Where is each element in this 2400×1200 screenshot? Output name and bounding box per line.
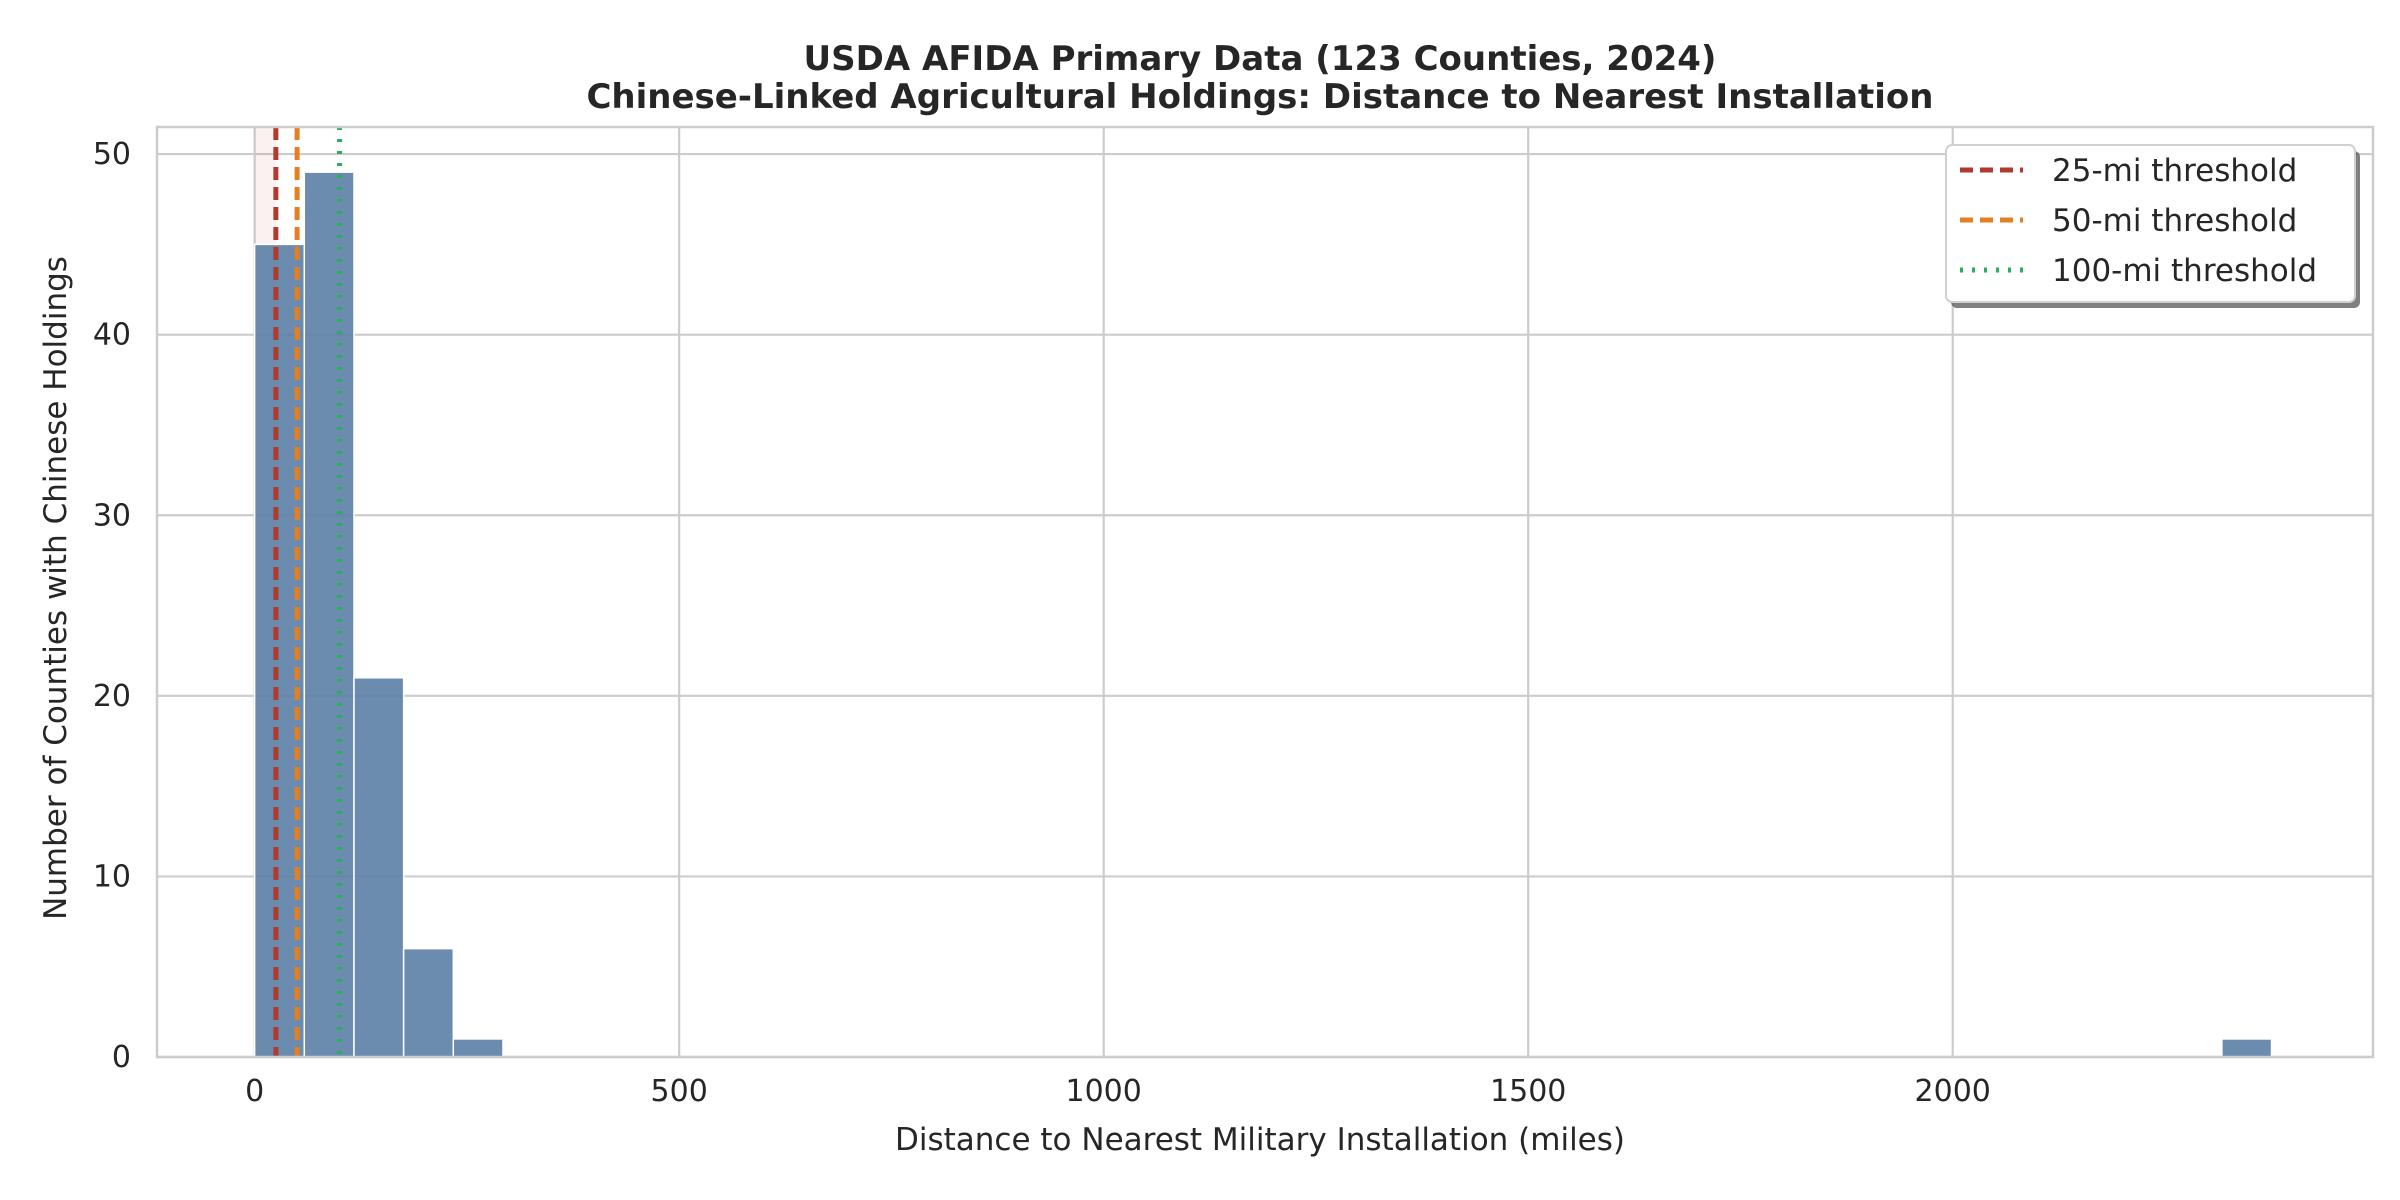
histogram-bar-3 <box>402 947 455 1058</box>
y-tick-label-2: 20 <box>93 679 131 714</box>
plot-frame <box>155 125 2375 1059</box>
x-tick-label-3: 1500 <box>1490 1074 1566 1109</box>
threshold-lines <box>273 127 343 1057</box>
x-tick-label-1: 500 <box>651 1074 708 1109</box>
y-tick-label-5: 50 <box>93 137 131 172</box>
legend-label-2: 100-mi threshold <box>2052 253 2317 289</box>
histogram-bar-1 <box>303 171 355 1058</box>
y-tick-label-1: 10 <box>93 859 131 894</box>
y-tick-label-4: 40 <box>93 318 131 353</box>
y-tick-label-3: 30 <box>93 498 131 533</box>
y-tick-labels: 0 10 20 30 40 50 <box>93 137 131 1075</box>
legend-label-0: 25-mi threshold <box>2052 153 2297 189</box>
x-tick-labels: 0 500 1000 1500 2000 <box>245 1074 1991 1109</box>
histogram-bar-4 <box>452 1038 504 1058</box>
y-tick-label-0: 0 <box>112 1040 131 1075</box>
x-tick-label-2: 1000 <box>1066 1074 1142 1109</box>
y-axis-label: Number of Counties with Chinese Holdings <box>38 256 74 920</box>
legend: 25-mi threshold 50-mi threshold 100-mi thr… <box>1945 144 2360 308</box>
x-tick-label-0: 0 <box>245 1074 264 1109</box>
histogram-bar-2 <box>353 677 405 1058</box>
chart-subtitle: Chinese-Linked Agricultural Holdings: Di… <box>586 77 1933 117</box>
x-tick-label-4: 2000 <box>1915 1074 1991 1109</box>
x-axis-label: Distance to Nearest Military Installatio… <box>895 1122 1625 1158</box>
legend-box <box>1945 144 2356 303</box>
histogram-bar-5 <box>2221 1038 2273 1058</box>
chart-title: USDA AFIDA Primary Data (123 Counties, 2… <box>804 39 1717 79</box>
legend-label-1: 50-mi threshold <box>2052 203 2297 239</box>
